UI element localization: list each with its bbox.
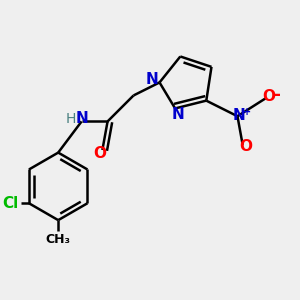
Text: O: O (93, 146, 106, 161)
Text: -: - (274, 86, 280, 104)
Text: O: O (262, 89, 275, 104)
Text: O: O (239, 139, 252, 154)
Text: N: N (75, 111, 88, 126)
Text: +: + (243, 106, 251, 117)
Text: H: H (66, 112, 76, 126)
Text: N: N (146, 72, 158, 87)
Text: CH₃: CH₃ (46, 233, 71, 246)
Text: Cl: Cl (3, 196, 19, 211)
Text: N: N (171, 107, 184, 122)
Text: N: N (232, 108, 245, 123)
